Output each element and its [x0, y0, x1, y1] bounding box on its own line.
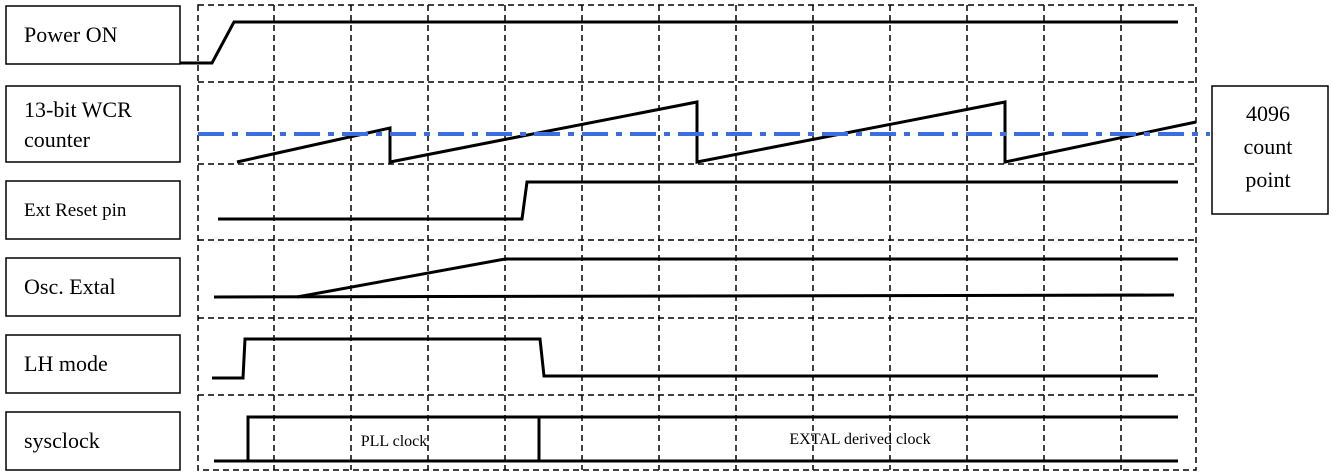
osc-extal-ramp	[296, 257, 1178, 299]
ext-reset-waveform	[218, 180, 1178, 221]
count-point-line3: point	[1245, 167, 1290, 192]
row-separators	[198, 81, 1196, 396]
count-point-line1: 4096	[1246, 101, 1290, 126]
pll-clock-label: PLL clock	[361, 433, 428, 450]
count-point-line2: count	[1244, 134, 1293, 159]
label-sysclock: sysclock	[24, 428, 100, 453]
lh-mode-waveform	[212, 337, 1158, 380]
waveform-area-border	[197, 4, 1197, 471]
label-box-power-on	[5, 5, 181, 65]
label-osc-extal: Osc. Extal	[24, 274, 116, 299]
wcr-counter-waveform	[236, 100, 1197, 164]
label-ext-reset: Ext Reset pin	[24, 200, 127, 221]
osc-extal-baseline	[213, 293, 1175, 299]
label-box-ext-reset	[5, 180, 181, 240]
power-on-waveform	[180, 20, 1178, 65]
label-wcr-counter-line1: 13-bit WCR	[24, 97, 132, 122]
sysclock-pll-segment	[246, 415, 541, 463]
vertical-grid	[273, 5, 1122, 470]
signal-labels: Power ON 13-bit WCR counter Ext Reset pi…	[5, 5, 181, 471]
label-box-wcr-counter	[5, 85, 181, 163]
label-wcr-counter-line2: counter	[24, 127, 91, 152]
label-box-lh-mode	[5, 334, 181, 394]
label-lh-mode: LH mode	[24, 351, 108, 376]
extal-derived-clock-label: EXTAL derived clock	[789, 431, 930, 448]
label-power-on: Power ON	[24, 22, 118, 47]
label-box-sysclock	[5, 411, 181, 471]
label-box-osc-extal	[5, 257, 181, 317]
count-point-callout-box	[1211, 85, 1329, 215]
